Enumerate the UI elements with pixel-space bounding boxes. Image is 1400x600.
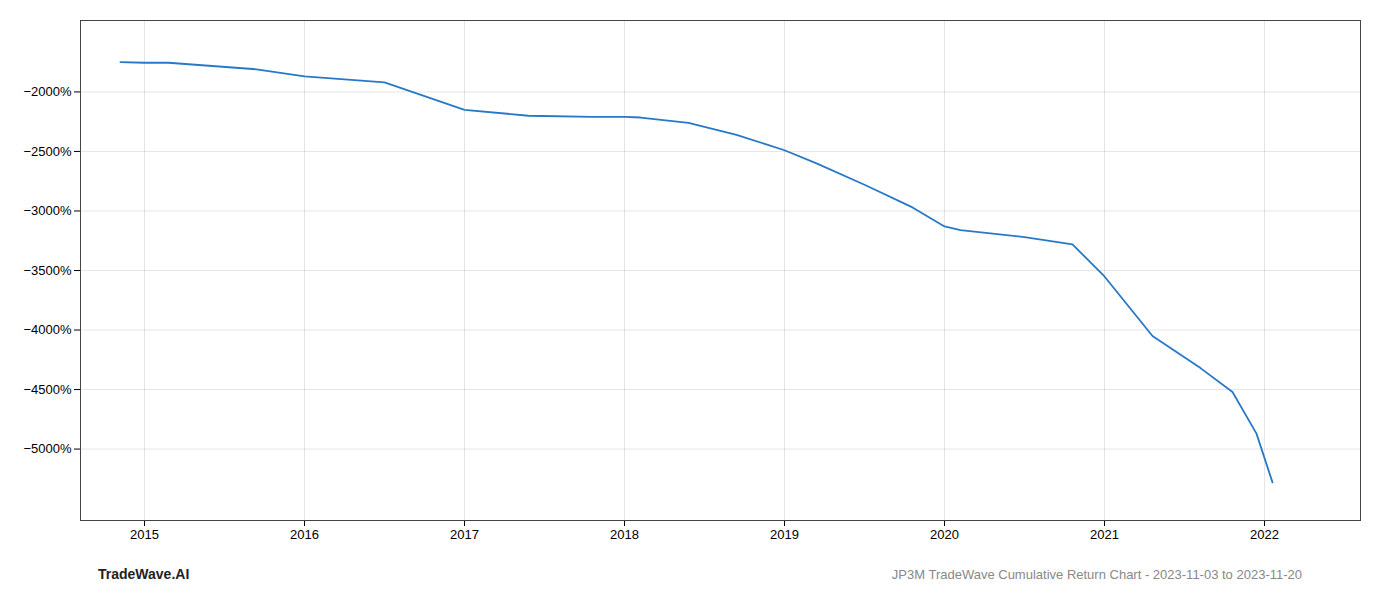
svg-text:−3500%: −3500% [23,263,72,278]
svg-text:2022: 2022 [1250,527,1279,542]
svg-text:2021: 2021 [1090,527,1119,542]
svg-text:2018: 2018 [610,527,639,542]
svg-text:2016: 2016 [290,527,319,542]
svg-text:2020: 2020 [930,527,959,542]
svg-text:2019: 2019 [770,527,799,542]
svg-text:−2500%: −2500% [23,144,72,159]
svg-text:2015: 2015 [130,527,159,542]
html-text:JP3M TradeWave Cumulative Retu: JP3M TradeWave Cumulative Return Chart -… [891,567,1302,582]
svg-text:−3000%: −3000% [23,203,72,218]
svg-text:−5000%: −5000% [23,441,72,456]
svg-text:2017: 2017 [450,527,479,542]
svg-text:−4500%: −4500% [23,382,72,397]
html-text:TradeWave.AI: TradeWave.AI [98,566,190,582]
svg-text:−2000%: −2000% [23,84,72,99]
svg-text:−4000%: −4000% [23,322,72,337]
